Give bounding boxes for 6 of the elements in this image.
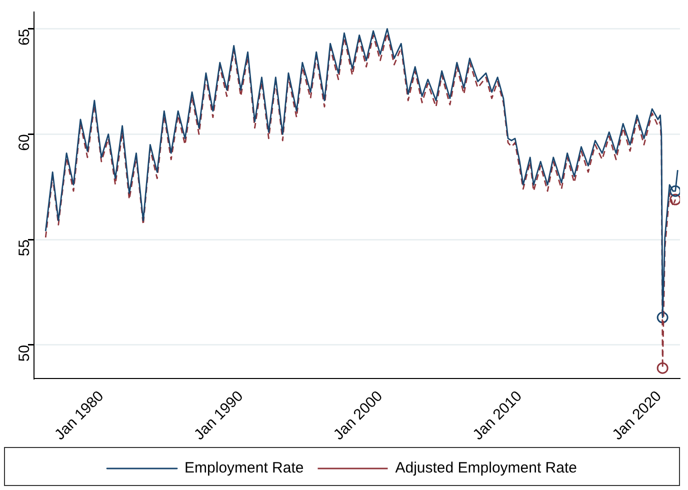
- legend-label: Adjusted Employment Rate: [395, 460, 577, 477]
- y-tick-label: 50: [16, 344, 34, 362]
- y-tick-label: 65: [16, 28, 34, 46]
- y-tick-label: 60: [16, 134, 34, 151]
- y-tick-label: 55: [16, 240, 34, 256]
- legend-label: Employment Rate: [184, 460, 304, 477]
